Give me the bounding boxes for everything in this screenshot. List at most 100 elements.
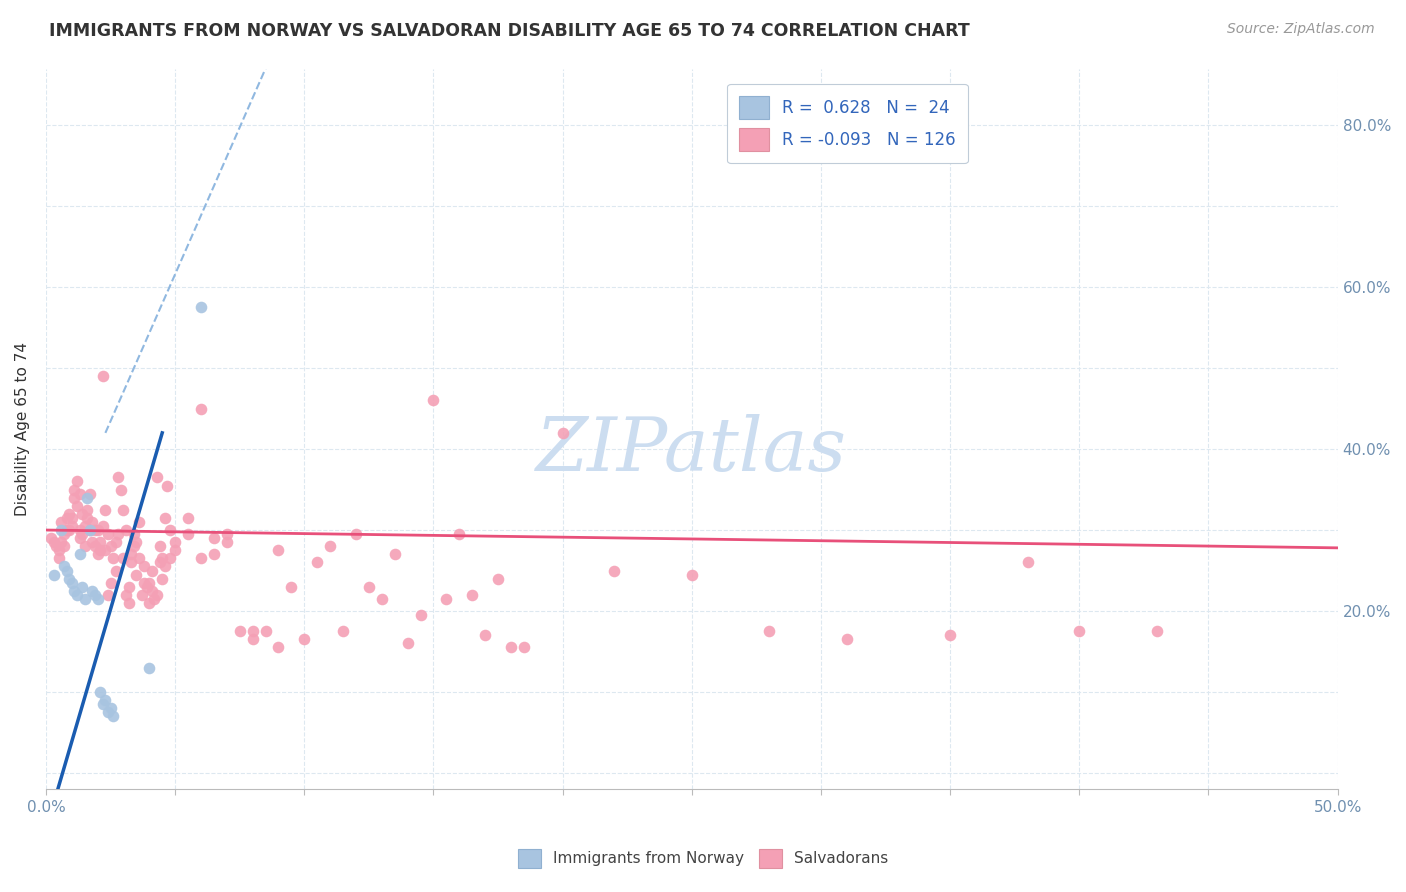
Text: IMMIGRANTS FROM NORWAY VS SALVADORAN DISABILITY AGE 65 TO 74 CORRELATION CHART: IMMIGRANTS FROM NORWAY VS SALVADORAN DIS…: [49, 22, 970, 40]
Point: [215, 527, 238, 541]
Point: [153, 511, 176, 525]
Point: [434, 591, 457, 606]
Point: [758, 624, 780, 639]
Point: [107, 527, 129, 541]
Point: [73, 519, 96, 533]
Point: [449, 527, 471, 541]
Point: [292, 632, 315, 647]
Point: [156, 478, 179, 492]
Point: [58, 507, 80, 521]
Point: [86, 523, 108, 537]
Point: [122, 539, 145, 553]
Point: [82, 535, 104, 549]
Point: [53, 559, 76, 574]
Point: [146, 470, 169, 484]
Point: [396, 636, 419, 650]
Point: [165, 535, 187, 549]
Point: [55, 523, 77, 537]
Point: [681, 567, 703, 582]
Point: [101, 551, 124, 566]
Point: [254, 624, 277, 639]
Point: [280, 580, 302, 594]
Point: [70, 507, 93, 521]
Point: [100, 575, 122, 590]
Point: [58, 523, 80, 537]
Point: [134, 575, 156, 590]
Point: [48, 551, 70, 566]
Point: [70, 527, 93, 541]
Point: [115, 523, 138, 537]
Point: [63, 483, 86, 497]
Point: [149, 539, 172, 553]
Point: [104, 564, 127, 578]
Point: [94, 543, 117, 558]
Y-axis label: Disability Age 65 to 74: Disability Age 65 to 74: [15, 342, 30, 516]
Point: [97, 705, 120, 719]
Point: [150, 572, 173, 586]
Point: [79, 523, 101, 537]
Point: [177, 511, 200, 525]
Point: [141, 583, 163, 598]
Point: [48, 543, 70, 558]
Point: [135, 580, 157, 594]
Point: [70, 580, 93, 594]
Point: [86, 591, 108, 606]
Point: [86, 547, 108, 561]
Point: [117, 580, 139, 594]
Point: [82, 515, 104, 529]
Point: [461, 588, 484, 602]
Point: [1069, 624, 1091, 639]
Point: [82, 583, 104, 598]
Point: [51, 523, 73, 537]
Point: [141, 564, 163, 578]
Point: [69, 547, 91, 561]
Point: [513, 640, 536, 655]
Point: [39, 531, 62, 545]
Point: [125, 567, 148, 582]
Point: [138, 596, 160, 610]
Point: [42, 535, 65, 549]
Point: [51, 515, 73, 529]
Point: [60, 575, 83, 590]
Point: [146, 588, 169, 602]
Point: [134, 559, 156, 574]
Point: [177, 527, 200, 541]
Point: [79, 523, 101, 537]
Point: [53, 539, 76, 553]
Point: [474, 628, 496, 642]
Point: [190, 401, 212, 416]
Point: [84, 588, 107, 602]
Point: [242, 624, 264, 639]
Point: [384, 547, 406, 561]
Point: [190, 551, 212, 566]
Point: [319, 539, 342, 553]
Point: [69, 523, 91, 537]
Point: [69, 486, 91, 500]
Point: [149, 556, 172, 570]
Point: [138, 661, 160, 675]
Point: [202, 547, 225, 561]
Point: [117, 596, 139, 610]
Point: [76, 491, 98, 505]
Point: [45, 539, 67, 553]
Point: [422, 393, 444, 408]
Point: [115, 588, 138, 602]
Point: [131, 588, 153, 602]
Point: [63, 491, 86, 505]
Point: [66, 475, 89, 489]
Point: [138, 575, 160, 590]
Point: [153, 559, 176, 574]
Point: [69, 531, 91, 545]
Point: [267, 543, 290, 558]
Point: [125, 535, 148, 549]
Point: [128, 515, 150, 529]
Point: [91, 519, 114, 533]
Point: [242, 632, 264, 647]
Legend: R =  0.628   N =  24, R = -0.093   N = 126: R = 0.628 N = 24, R = -0.093 N = 126: [727, 84, 967, 163]
Point: [112, 503, 135, 517]
Point: [66, 499, 89, 513]
Point: [51, 535, 73, 549]
Point: [100, 539, 122, 553]
Point: [228, 624, 250, 639]
Point: [159, 551, 181, 566]
